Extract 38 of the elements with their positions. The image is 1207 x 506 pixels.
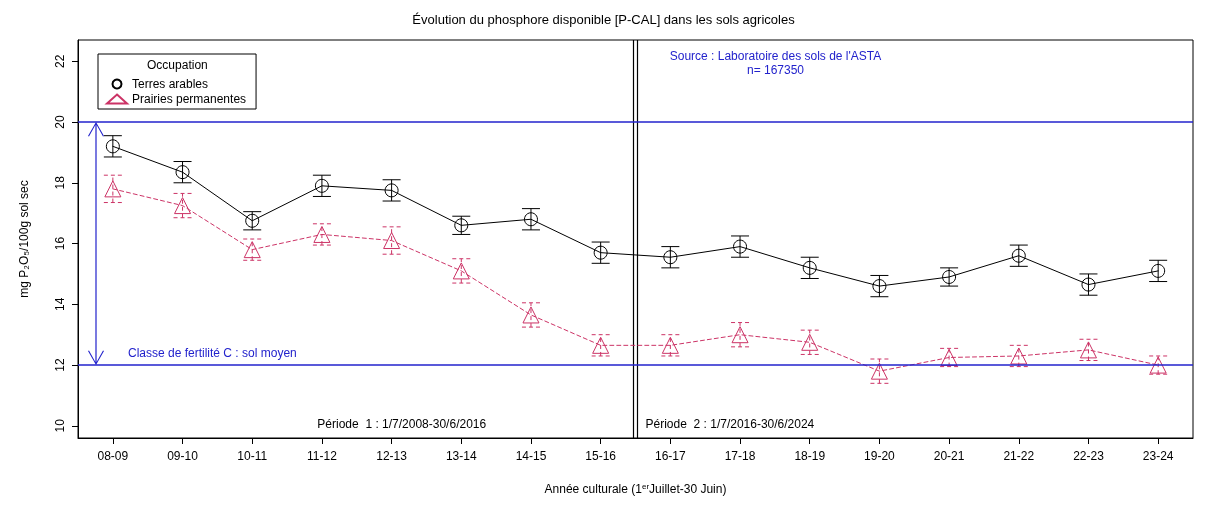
point: [104, 180, 122, 198]
legend-label: Terres arables: [132, 77, 209, 91]
annotation: Période 1 : 1/7/2008-30/6/2016: [317, 417, 487, 431]
annotation: Source : Laboratoire des sols de l'ASTA: [669, 49, 882, 63]
y-tick-label: 22: [53, 54, 67, 68]
x-tick-label: 08-09: [97, 449, 129, 463]
point: [383, 232, 401, 250]
x-tick-label: 15-16: [585, 449, 617, 463]
chart-title: Évolution du phosphore disponible [P-CAL] dans les sols agricoles: [412, 12, 796, 27]
y-tick-label: 20: [53, 115, 67, 129]
y-tick-label: 18: [53, 175, 67, 190]
point: [1151, 263, 1166, 278]
x-tick-label: 16-17: [654, 449, 687, 463]
y-tick-label: 10: [53, 418, 67, 433]
x-tick-label: 23-24: [1142, 449, 1174, 463]
x-tick-label: 18-19: [794, 449, 826, 463]
x-tick-label: 21-22: [1003, 449, 1035, 463]
x-tick-label: 13-14: [445, 449, 477, 463]
legend-label: Prairies permanentes: [132, 92, 247, 106]
x-tick-label: 10-11: [237, 449, 268, 463]
x-tick-label: 20-21: [933, 449, 965, 463]
annotation: Période 2 : 1/7/2016-30/6/2024: [645, 417, 815, 431]
y-tick-label: 14: [53, 297, 67, 311]
x-tick-label: 14-15: [515, 449, 547, 463]
point: [872, 279, 887, 294]
ref-line-label: Classe de fertilité C : sol moyen: [128, 346, 297, 361]
y-tick-label: 12: [53, 358, 67, 372]
y-tick-label: 16: [53, 236, 67, 251]
x-tick-label: 11-12: [307, 449, 338, 463]
x-tick-label: 12-13: [376, 449, 408, 463]
x-tick-label: 17-18: [724, 449, 756, 463]
x-tick-label: 19-20: [864, 449, 896, 463]
x-tick-label: 09-10: [167, 449, 199, 463]
annotation: n= 167350: [746, 63, 805, 77]
legend-title: Occupation: [147, 57, 208, 72]
y-axis-title: mg P₂O₅/100g sol sec: [17, 180, 31, 298]
x-tick-label: 22-23: [1073, 449, 1105, 463]
point: [174, 197, 192, 215]
